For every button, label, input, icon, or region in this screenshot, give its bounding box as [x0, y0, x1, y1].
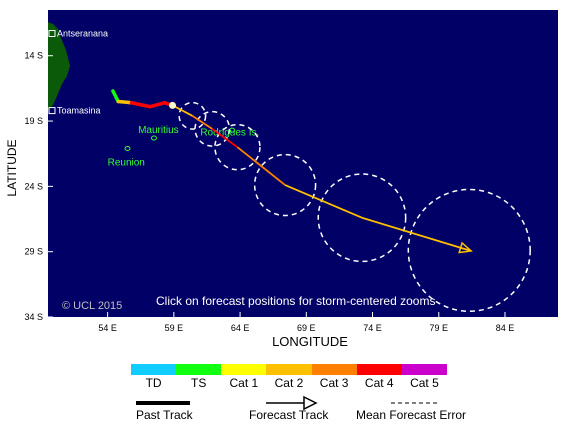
track-layer — [111, 89, 473, 254]
forecast-error-circle[interactable] — [214, 123, 261, 171]
lon-tick-label: 84 E — [496, 323, 515, 333]
y-axis-title: LATITUDE — [5, 139, 19, 196]
axis-ticks: 54 E 59 E 64 E 69 E 74 E 79 E 84 E 14 S 19 S 24 S… — [24, 51, 514, 333]
forecast-error-circle[interactable] — [317, 173, 407, 263]
ocean-background — [48, 10, 558, 317]
lat-tick-label: 14 S — [24, 51, 43, 61]
past-track-segment — [111, 89, 120, 104]
lon-tick-label: 54 E — [98, 323, 117, 333]
zoom-instruction: Click on forecast positions for storm-ce… — [156, 294, 435, 308]
forecast-track-segment — [236, 146, 286, 186]
category-labels: TD TS Cat 1 Cat 2 Cat 3 Cat 4 Cat 5 — [131, 376, 447, 390]
category-swatch — [176, 364, 222, 375]
city-marker — [48, 107, 56, 115]
lat-tick-label: 19 S — [24, 116, 43, 126]
forecast-track-segment — [172, 104, 193, 117]
past-track-segment — [129, 101, 152, 109]
island-label: Rodrigues Is. — [200, 127, 259, 138]
forecast-track-segment — [211, 128, 238, 148]
forecast-error-circle[interactable] — [407, 188, 531, 313]
lon-tick-label: 79 E — [430, 323, 449, 333]
category-swatch — [266, 364, 312, 375]
current-position-marker — [169, 101, 177, 109]
lon-tick-label: 59 E — [165, 323, 184, 333]
category-swatch — [356, 364, 402, 375]
category-swatch — [131, 364, 177, 375]
past-track-segment — [116, 99, 134, 105]
forecast-error-circle[interactable] — [253, 153, 317, 217]
past-track-segment — [148, 101, 167, 109]
forecast-track-segment — [191, 115, 213, 130]
lon-tick-label: 69 E — [297, 323, 316, 333]
x-axis-title: LONGITUDE — [272, 334, 348, 349]
forecast-arrow-icon — [303, 395, 318, 411]
category-swatch — [311, 364, 357, 375]
lat-tick-label: 29 S — [24, 247, 43, 257]
category-label: Cat 5 — [410, 376, 439, 390]
forecast-error-circle[interactable] — [194, 110, 231, 147]
lon-tick-label: 64 E — [231, 323, 250, 333]
legend-key-lines — [136, 395, 437, 411]
forecast-error-circles[interactable] — [178, 101, 531, 313]
copyright-credit: © UCL 2015 — [62, 300, 122, 312]
island-label: Reunion — [108, 157, 145, 168]
forecast-track-segment — [284, 184, 363, 219]
category-swatch — [401, 364, 447, 375]
lon-tick-label: 74 E — [363, 323, 382, 333]
forecast-track-segment — [361, 216, 470, 252]
category-label: Cat 1 — [229, 376, 259, 390]
category-label: Cat 4 — [364, 376, 394, 390]
map-features: Antseranana Toamasina Mauritius Reunion Rodr… — [48, 29, 259, 168]
land-layer — [48, 22, 70, 110]
madagascar-landmass — [48, 22, 70, 110]
island-outline — [124, 145, 131, 151]
city-label: Toamasina — [57, 106, 101, 116]
city-label: Antseranana — [57, 29, 108, 39]
forecast-arrow-icon — [458, 241, 473, 254]
island-outline — [150, 135, 157, 141]
forecast-track-key-label: Forecast Track — [249, 408, 329, 422]
category-label: Cat 2 — [274, 376, 304, 390]
forecast-error-circle[interactable] — [178, 101, 207, 130]
category-color-bar — [131, 364, 447, 375]
past-track-key-label: Past Track — [136, 408, 193, 422]
island-label: Mauritius — [138, 125, 179, 136]
category-label: TS — [191, 376, 207, 390]
lat-tick-label: 34 S — [24, 312, 43, 322]
category-label: TD — [145, 376, 162, 390]
city-marker — [48, 30, 56, 38]
error-key-label: Mean Forecast Error — [356, 408, 467, 422]
category-label: Cat 3 — [319, 376, 349, 390]
lat-tick-label: 24 S — [24, 181, 43, 191]
category-swatch — [221, 364, 267, 375]
